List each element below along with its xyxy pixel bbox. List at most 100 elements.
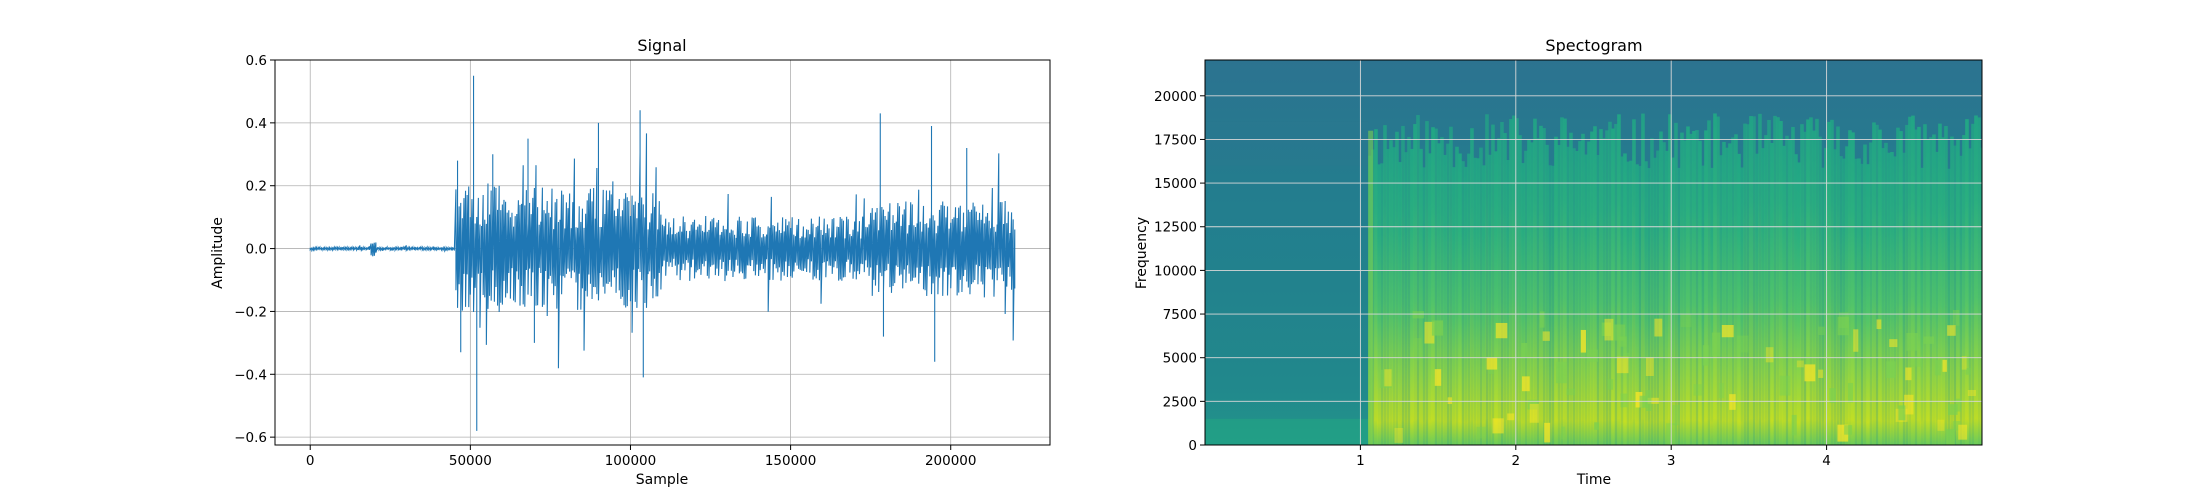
spectrogram-cell [1845,146,1849,445]
spectrogram-cell [1701,165,1705,445]
spectrogram-cell [1713,113,1717,445]
spectrogram-cell [1446,143,1450,445]
spectrogram-cell [1596,155,1600,445]
spectrogram-cell [1711,332,1721,357]
spectrogram-cell [1961,356,1967,370]
spectrogram-y-tick-label: 15000 [1154,176,1197,192]
spectrogram-cell [1693,384,1702,396]
spectrogram-cell [1965,368,1971,375]
signal-x-ticks: 0 50000 100000 150000 200000 [306,445,976,469]
signal-x-tick-label: 100000 [605,453,657,469]
spectrogram-cell [1791,126,1795,445]
spectrogram-cell [1740,167,1744,445]
signal-y-ticks: −0.6 −0.4 −0.2 0.0 0.2 0.4 0.6 [234,53,275,446]
spectrogram-cell [1765,347,1774,363]
spectrogram-y-tick-label: 5000 [1163,351,1197,367]
spectrogram-cell [1902,152,1906,445]
spectrogram-cell [1635,391,1643,408]
spectrogram-cell [1509,119,1513,445]
spectrogram-cell [1944,126,1948,445]
spectrogram-cell [1425,121,1429,445]
spectrogram-cell [1611,128,1615,445]
spectrogram-cell [1680,132,1684,445]
spectrogram-cell [1896,127,1900,445]
spectrogram-cell [1689,133,1693,445]
spectrogram-cell [1857,158,1861,445]
spectrogram-cell [1707,120,1711,445]
spectrogram-cell [1914,129,1918,445]
spectrogram-cell [1395,131,1399,445]
spectrogram-cell [1428,153,1432,445]
spectrogram-cell [1881,148,1885,445]
spectrogram-cell [1923,336,1934,344]
spectrogram-cell [1743,123,1747,445]
spectrogram-cell [1884,142,1888,445]
signal-y-tick-label: −0.2 [234,304,267,320]
spectrogram-cell [1605,130,1609,445]
spectrogram-cell [1653,157,1657,445]
spectrogram-cell [1955,398,1961,412]
spectrogram-cell [1827,121,1831,445]
spectrogram-cell [1488,367,1494,375]
spectrogram-cell [1656,150,1660,445]
spectrogram-cell [1548,165,1552,445]
spectrogram-cell [1875,124,1879,445]
spectrogram-cell [1800,124,1804,445]
spectrogram-cell [1384,369,1392,387]
spectrogram-cell [1419,148,1423,445]
spectrogram-cell [1491,124,1495,445]
spectrogram-cell [1542,128,1546,445]
spectrogram-cell [1847,382,1854,403]
spectrogram-cell [1380,163,1384,445]
spectrogram-x-ticks: 1 2 3 4 [1356,445,1831,469]
spectrogram-cell [1581,133,1585,445]
signal-waveform-line [309,75,1016,431]
spectrogram-cell [1593,126,1597,445]
spectrogram-cell [1587,141,1591,445]
spectrogram-cell [1737,153,1741,445]
signal-y-axis-label: Amplitude [210,217,226,289]
spectrogram-title: Spectogram [1545,36,1642,55]
spectrogram-cell [1736,335,1749,353]
spectrogram-y-tick-label: 20000 [1154,89,1197,105]
spectrogram-cell [1844,425,1853,435]
spectrogram-cell [1455,146,1459,445]
spectrogram-cell [1767,120,1771,445]
signal-title: Signal [637,36,686,55]
signal-y-tick-label: 0.4 [246,116,267,132]
spectrogram-cell [1638,165,1642,445]
spectrogram-x-tick-label: 4 [1822,453,1831,469]
spectrogram-cell [1890,151,1894,445]
spectrogram-cell [1521,163,1525,445]
signal-x-axis-label: Sample [636,472,689,488]
spectrogram-cell [1629,160,1633,445]
spectrogram-cell [1785,135,1789,445]
spectrogram-cell [1602,138,1606,445]
spectrogram-cell [1398,162,1402,445]
spectrogram-cell [1779,375,1791,396]
spectrogram-y-ticks: 0 2500 5000 7500 10000 12500 15000 17500 20000 [1154,89,1205,454]
spectrogram-x-axis-label: Time [1576,472,1611,488]
spectrogram-cell [1616,356,1629,374]
spectrogram-cell [1539,311,1545,328]
spectrogram-cell [1495,322,1508,339]
spectrogram-cell [1575,150,1579,445]
spectrogram-cell [1863,144,1867,445]
spectrogram-cell [1665,150,1669,445]
spectrogram-cell [1905,367,1912,381]
spectrogram-cell [1404,152,1408,445]
spectrogram-cell [1906,333,1918,351]
spectrogram-cell [1492,418,1504,434]
spectrogram-cell [1521,376,1530,392]
spectrogram-cell [1683,140,1687,445]
spectrogram-x-tick-label: 3 [1667,453,1676,469]
spectrogram-cell [1776,117,1780,445]
spectrogram-cell [1893,156,1897,445]
spectrogram-cell [1529,403,1539,423]
spectrogram-cell [1942,359,1947,372]
spectrogram-cell [1458,153,1462,445]
spectrogram-cell [1500,121,1504,445]
spectrogram-cell [1377,164,1381,445]
spectrogram-cell [1956,139,1960,445]
spectrogram-cell [1725,147,1729,445]
